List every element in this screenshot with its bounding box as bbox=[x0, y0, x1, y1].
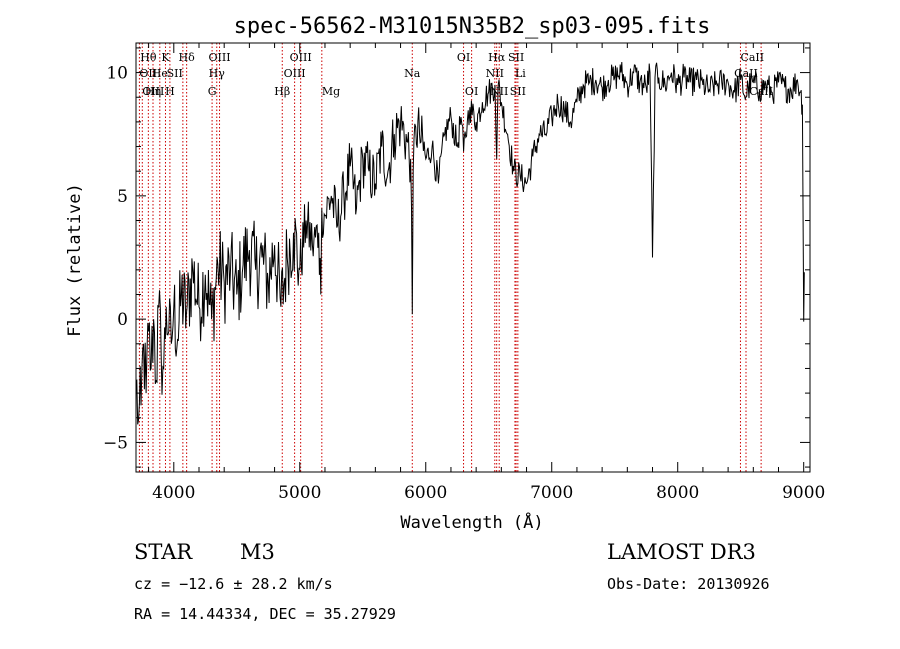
spectral-line-label: Na bbox=[404, 67, 421, 80]
observation-date: Obs-Date: 20130926 bbox=[607, 575, 770, 593]
spectral-line-label: SII bbox=[510, 85, 526, 98]
y-tick-label: −5 bbox=[103, 433, 128, 453]
spectral-line-label: Mg bbox=[322, 85, 340, 98]
spectral-line-label: Hδ bbox=[179, 51, 196, 64]
x-tick-label: 5000 bbox=[278, 483, 321, 503]
redshift-velocity: cz = −12.6 ± 28.2 km/s bbox=[134, 575, 333, 593]
y-axis-label: Flux (relative) bbox=[65, 183, 85, 337]
x-axis-label: Wavelength (Å) bbox=[400, 511, 543, 533]
spectral-line-label: SII bbox=[508, 51, 524, 64]
spectral-line-label: Li bbox=[515, 67, 526, 80]
spectral-line-label: OIII bbox=[284, 67, 306, 80]
spectral-line-label: SII bbox=[167, 67, 183, 80]
object-class: STAR bbox=[134, 540, 193, 564]
spectral-line-label: G bbox=[208, 85, 217, 98]
spectral-line-label: OI bbox=[457, 51, 470, 64]
spectral-line-label: Hθ bbox=[140, 51, 157, 64]
spectral-line-label: Hα bbox=[488, 51, 506, 64]
x-tick-label: 8000 bbox=[656, 483, 699, 503]
spectral-line-label: OIII bbox=[290, 51, 312, 64]
spectral-line-label: OII bbox=[139, 67, 157, 80]
spectral-line-label: OIII bbox=[142, 85, 164, 98]
spectral-line-labels: HθOIIOIIIHηHeKHSIIHδGOIIIHγHβOIIIOIIIMgN… bbox=[139, 51, 773, 98]
chart-title: spec-56562-M31015N35B2_sp03-095.fits bbox=[234, 14, 711, 39]
spectral-line-label: Hβ bbox=[274, 85, 290, 98]
x-tick-label: 4000 bbox=[152, 483, 195, 503]
plot-frame bbox=[135, 42, 811, 473]
y-axis-ticks: −5 0 5 10 bbox=[103, 47, 810, 468]
spectrum-series-line bbox=[135, 61, 805, 425]
spectral-line-label: OIII bbox=[208, 51, 230, 64]
spectral-line-label: He bbox=[152, 67, 168, 80]
spectral-line-label: K bbox=[161, 51, 170, 64]
spectral-line-label: Hη bbox=[145, 85, 161, 98]
x-tick-label: 7000 bbox=[530, 483, 573, 503]
coordinates: RA = 14.44334, DEC = 35.27929 bbox=[134, 605, 396, 623]
object-subclass: M3 bbox=[240, 540, 275, 564]
spectral-line-label: Hγ bbox=[209, 67, 226, 80]
spectral-line-label: OI bbox=[465, 85, 478, 98]
spectral-line-label: H bbox=[165, 85, 175, 98]
spectral-line-label: NII bbox=[486, 67, 504, 80]
y-tick-label: 0 bbox=[117, 310, 128, 330]
x-axis-ticks: 4000 5000 6000 7000 8000 9000 bbox=[148, 43, 825, 503]
y-tick-label: 10 bbox=[106, 64, 128, 84]
x-tick-label: 6000 bbox=[404, 483, 447, 503]
survey-name: LAMOST DR3 bbox=[607, 540, 756, 564]
spectral-line-label: CaII bbox=[740, 51, 764, 64]
x-tick-label: 9000 bbox=[782, 483, 825, 503]
y-tick-label: 5 bbox=[117, 187, 128, 207]
